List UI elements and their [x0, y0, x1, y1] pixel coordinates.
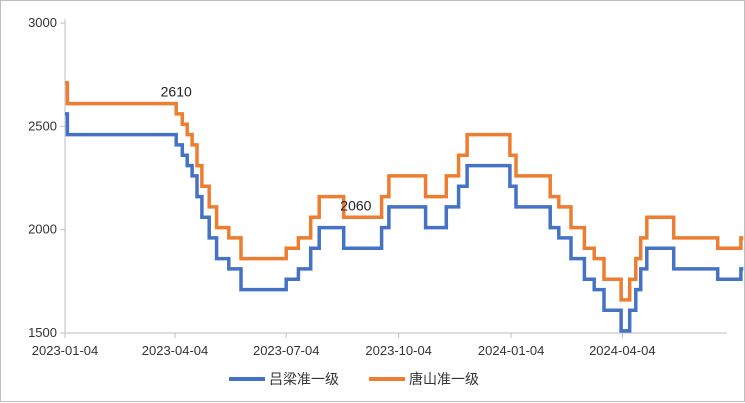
chart-series — [65, 81, 744, 333]
x-tick-label: 2023-07-04 — [253, 343, 320, 358]
series-line-2 — [65, 81, 744, 302]
y-tick-label: 2500 — [28, 118, 57, 133]
y-tick-label: 1500 — [28, 325, 57, 340]
legend-label-1: 吕梁准一级 — [269, 372, 339, 388]
chart-legend: 吕梁准一级 唐山准一级 — [229, 371, 479, 388]
x-tick-label: 2023-10-04 — [365, 343, 432, 358]
y-tick-label: 2000 — [28, 222, 57, 237]
x-tick-label: 2024-01-04 — [478, 343, 545, 358]
x-tick-label: 2023-04-04 — [142, 343, 209, 358]
data-label: 2610 — [161, 84, 192, 100]
x-tick-label: 2024-04-04 — [589, 343, 656, 358]
y-tick-label: 3000 — [28, 15, 57, 30]
chart-annotations: 2610 2060 — [161, 84, 372, 214]
chart-axes: 1500 2000 2500 3000 2023-01-04 2023-04-04 2023… — [28, 15, 727, 358]
data-label: 2060 — [340, 197, 371, 213]
x-tick-label: 2023-01-04 — [32, 343, 99, 358]
series-line-1 — [65, 112, 744, 333]
legend-label-2: 唐山准一级 — [409, 371, 479, 388]
